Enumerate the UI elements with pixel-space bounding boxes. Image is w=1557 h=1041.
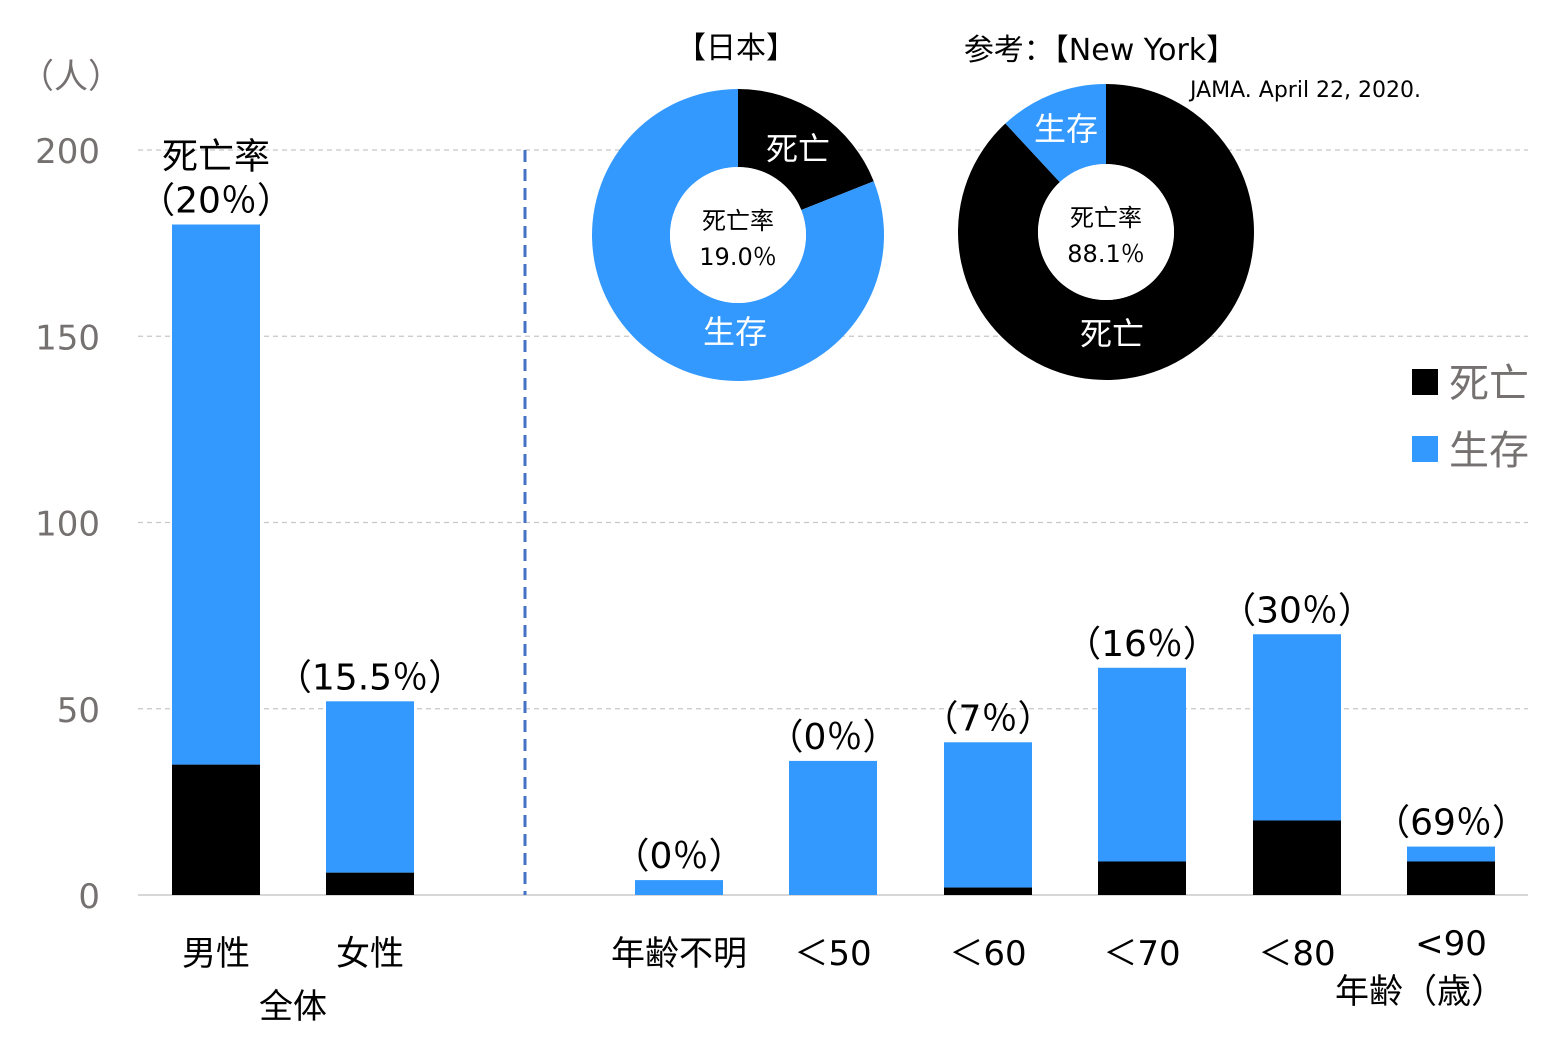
x-tick-label: ＜80 (1258, 934, 1335, 974)
x-tick-label: 女性 (336, 934, 404, 974)
bar-survive (172, 224, 260, 765)
x-tick-label: ＜70 (1103, 934, 1180, 974)
group-labels: 全体 年齢（歳） (259, 972, 1505, 1027)
x-tick-label: ＜50 (794, 934, 871, 974)
bar-death (1098, 861, 1186, 895)
legend-label: 生存 (1449, 428, 1529, 474)
donut-center-value: 19.0％ (699, 243, 776, 271)
rate-label-line: （0％） (768, 717, 899, 758)
rate-labels: 死亡率（20％）（15.5％）（0％）（0％） （7％）（16％）（30％）（69… (139, 137, 1528, 878)
y-tick-label: 150 (35, 318, 100, 358)
rate-label: （0％） (768, 717, 899, 758)
bar-survive (789, 760, 877, 895)
bar-survive (326, 701, 414, 873)
y-tick-label: 100 (35, 505, 100, 545)
rate-label-line: （16％） (1065, 624, 1219, 665)
bar-death (1407, 861, 1495, 895)
legend-swatch (1412, 369, 1438, 395)
donut-slice (1005, 84, 1106, 183)
rate-label-line: （69％） (1374, 803, 1528, 844)
bar-survive (1098, 667, 1186, 862)
bar-survive (1253, 634, 1341, 821)
donut-slice (958, 84, 1254, 380)
bar-survive (635, 880, 723, 895)
donut-slice-label: 生存 (1034, 110, 1098, 148)
rate-label-line: （0％） (614, 836, 745, 877)
rate-label: （0％） (614, 836, 745, 877)
rate-label: （30％） (1220, 590, 1374, 631)
y-tick-label: 0 (78, 877, 100, 917)
x-tick-label: ＜60 (949, 934, 1026, 974)
y-unit-label: （人） (20, 57, 122, 97)
group-label-age: 年齢（歳） (1335, 972, 1505, 1012)
rate-label-line: （20％） (139, 181, 293, 222)
donut-title: 参考：【New York】 (964, 33, 1236, 68)
rate-label-line: （30％） (1220, 590, 1374, 631)
rate-label: （69％） (1374, 803, 1528, 844)
y-tick-label: 50 (57, 691, 100, 731)
rate-label: 死亡率（20％） (139, 137, 293, 222)
rate-label: （16％） (1065, 624, 1219, 665)
donut-slice-label: 死亡 (1080, 315, 1144, 353)
y-axis: （人） 0 50 100 150 200 (20, 57, 122, 917)
donut-slice-label: 生存 (703, 313, 767, 351)
donut-center-label: 死亡率 (1070, 204, 1142, 232)
rate-label: （15.5％） (276, 657, 464, 698)
bar-survive (1407, 846, 1495, 862)
donut-center-value: 88.1％ (1067, 240, 1144, 268)
rate-label-line: 死亡率 (162, 137, 270, 178)
donut-slice (592, 89, 885, 381)
bar-survive (944, 742, 1032, 888)
rate-label-line: （15.5％） (276, 657, 464, 698)
bar-death (172, 764, 260, 895)
rate-label: （7％） (923, 698, 1054, 739)
donut-hole (1038, 164, 1174, 300)
x-tick-label: 男性 (182, 934, 250, 974)
x-tick-label: <90 (1415, 924, 1487, 964)
rate-label-line: （7％） (923, 698, 1054, 739)
y-tick-label: 200 (35, 132, 100, 172)
bar-death (1253, 820, 1341, 895)
legend-label: 死亡 (1449, 361, 1529, 407)
donut-center-label: 死亡率 (702, 207, 774, 235)
donut-hole (670, 167, 806, 303)
donut-title: 【日本】 (676, 31, 796, 66)
donut-slice-label: 死亡 (766, 130, 830, 168)
bar-death (944, 887, 1032, 895)
donut-slice (738, 89, 874, 210)
bar-death (326, 872, 414, 895)
bars (172, 224, 1495, 895)
group-label-overall: 全体 (259, 987, 327, 1027)
x-axis-labels: 男性 女性 年齢不明 ＜50 ＜60 ＜70 ＜80 <90 (182, 924, 1487, 974)
x-tick-label: 年齢不明 (611, 934, 747, 974)
legend-swatch (1412, 436, 1438, 462)
source-citation: JAMA. April 22, 2020. (1188, 78, 1421, 103)
